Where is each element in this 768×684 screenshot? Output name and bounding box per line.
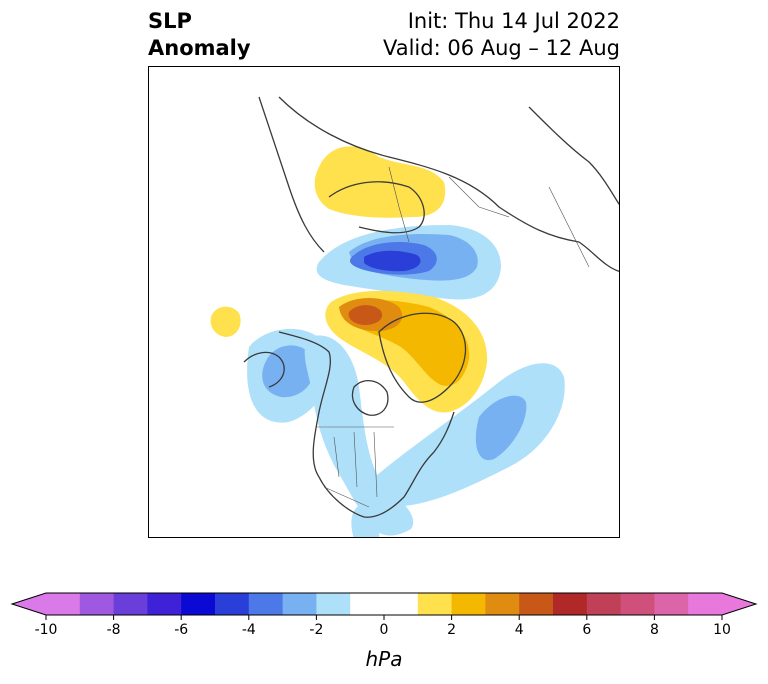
colorbar-tick-label: -6: [174, 622, 188, 638]
colorbar-bin: [688, 593, 723, 615]
negative-anomaly-north-atlantic-core: [475, 395, 527, 461]
coastline-greenland: [378, 312, 467, 403]
colorbar-bin: [553, 593, 588, 615]
negative-anomaly-north-america: [304, 335, 414, 536]
colorbar-bin: [654, 593, 689, 615]
colorbar-svg: -10 -8 -6 -4 -2 0 2 4 6 8 10 hPa: [10, 592, 758, 671]
coastline-north-america: [278, 331, 455, 518]
coastline-europe: [258, 96, 325, 253]
map-svg: [210, 96, 619, 537]
colorbar-bin: [248, 593, 284, 615]
colorbar-tick-label: 10: [713, 622, 731, 638]
init-date-label: Init: Thu 14 Jul 2022: [407, 9, 620, 33]
colorbar-bin: [316, 593, 351, 615]
border-states-3: [373, 431, 378, 498]
coastline-asia-east: [528, 106, 619, 206]
colorbar-tick-label: -8: [107, 622, 121, 638]
coastline-alaska: [243, 351, 285, 388]
colorbar-unit-label: hPa: [366, 647, 403, 671]
border-asia-1: [448, 176, 510, 218]
colorbar-tick-label: 2: [447, 622, 456, 638]
colorbar-bin: [519, 593, 554, 615]
coastline-hudson-bay: [351, 380, 389, 416]
colorbar-bin: [485, 593, 520, 615]
colorbar-bin: [586, 593, 622, 615]
colorbar-bin: [620, 593, 655, 615]
colorbar-bin: [215, 593, 250, 615]
map-panel: [148, 66, 620, 538]
colorbar-bin: [350, 593, 419, 615]
colorbar-tick-label: 6: [582, 622, 591, 638]
title-line-slp: SLP: [148, 9, 192, 33]
valid-range-label: Valid: 06 Aug – 12 Aug: [382, 36, 620, 60]
colorbar-bin: [46, 593, 81, 615]
colorbar-extend-high: [722, 593, 756, 615]
chart-title-right: Init: Thu 14 Jul 2022 Valid: 06 Aug – 12…: [383, 8, 620, 62]
colorbar-tick-label: 8: [650, 622, 659, 638]
border-states-2: [353, 431, 358, 488]
border-us-mexico: [323, 486, 370, 508]
coastline-eurasia-north: [278, 96, 619, 272]
borders: [317, 166, 590, 508]
colorbar-bin: [181, 593, 216, 615]
chart-title-left: SLP Anomaly: [148, 8, 251, 62]
colorbar-tick-label: 4: [515, 622, 524, 638]
colorbar-bin: [79, 593, 115, 615]
anomaly-fields: [210, 146, 565, 537]
colorbar-bin: [417, 593, 453, 615]
border-asia-2: [548, 186, 590, 268]
border-states-1: [333, 436, 340, 478]
coastline-scandinavia: [328, 181, 425, 234]
title-line-anomaly: Anomaly: [148, 36, 251, 60]
coastlines: [243, 96, 619, 518]
colorbar-tick-label: 0: [380, 622, 389, 638]
colorbar-bin: [113, 593, 148, 615]
positive-anomaly-east-siberia: [210, 306, 241, 337]
colorbar-bin: [282, 593, 317, 615]
border-russia-west: [388, 166, 410, 243]
colorbar-extend-low: [12, 593, 46, 615]
colorbar-tick-label: -10: [35, 622, 58, 638]
colorbar: -10 -8 -6 -4 -2 0 2 4 6 8 10 hPa: [0, 588, 768, 678]
negative-anomaly-gulf: [351, 505, 380, 537]
colorbar-bin: [147, 593, 182, 615]
colorbar-tick-label: -4: [242, 622, 256, 638]
colorbar-bin: [451, 593, 486, 615]
colorbar-tick-label: -2: [309, 622, 323, 638]
negative-anomaly-barents-kara-core: [364, 250, 421, 272]
positive-anomaly-greenland-core: [348, 305, 383, 325]
